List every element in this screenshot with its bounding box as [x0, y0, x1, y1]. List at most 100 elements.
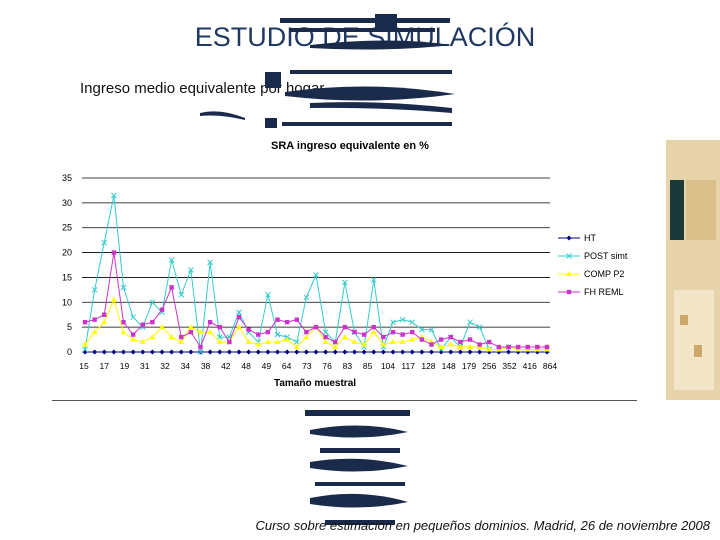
x-tick-label: 42: [221, 361, 231, 371]
data-point: [187, 324, 194, 330]
data-point: [515, 344, 521, 350]
data-point: [216, 334, 223, 340]
footer-text: Curso sobre estimación en pequeños domin…: [255, 518, 710, 533]
data-point: [149, 299, 156, 306]
data-point: [371, 324, 376, 330]
data-point: [429, 342, 434, 347]
data-point: [303, 334, 310, 340]
data-point: [111, 192, 117, 199]
data-point: [236, 309, 242, 316]
data-point: [409, 349, 415, 355]
divider-line: [52, 400, 637, 401]
data-point: [535, 344, 540, 350]
data-point: [178, 339, 185, 345]
y-tick-label: 30: [62, 198, 72, 208]
x-tick-label: 864: [543, 361, 557, 371]
data-point: [410, 329, 415, 335]
data-point: [448, 349, 454, 355]
data-point: [525, 344, 530, 350]
data-point: [342, 279, 348, 286]
x-tick-label: 32: [160, 361, 170, 371]
data-point: [274, 339, 281, 345]
data-point: [178, 291, 185, 298]
decorative-ornament: [200, 14, 455, 128]
data-point: [207, 259, 213, 266]
data-point: [159, 307, 165, 312]
data-point: [351, 339, 358, 345]
data-point: [323, 334, 328, 340]
y-tick-label: 35: [62, 173, 72, 183]
data-point: [140, 349, 146, 355]
data-point: [120, 329, 127, 335]
side-logo-panel: [666, 140, 720, 400]
x-tick-label: 31: [140, 361, 150, 371]
legend-label: FH REML: [584, 287, 624, 297]
legend-label: HT: [584, 233, 596, 243]
data-point: [130, 336, 137, 342]
data-point: [91, 329, 98, 335]
data-point: [438, 344, 445, 350]
data-point: [82, 349, 88, 355]
data-point: [544, 344, 550, 350]
data-point: [216, 339, 223, 345]
data-point: [92, 317, 97, 322]
data-point: [149, 349, 155, 355]
vertical-ornament: [305, 410, 410, 525]
data-point: [256, 332, 261, 337]
x-tick-label: 64: [282, 361, 292, 371]
data-point: [121, 319, 126, 325]
x-tick-label: 48: [241, 361, 251, 371]
data-point: [168, 257, 175, 263]
data-point: [197, 349, 204, 355]
data-point: [198, 344, 203, 350]
data-point: [458, 339, 463, 345]
data-point: [419, 326, 425, 333]
data-point: [390, 349, 396, 355]
data-point: [390, 319, 396, 326]
data-point: [188, 267, 194, 273]
data-point: [275, 317, 280, 322]
data-point: [111, 250, 117, 255]
data-point: [400, 332, 405, 337]
data-point: [294, 349, 300, 355]
x-tick-label: 416: [523, 361, 537, 371]
data-point: [342, 324, 348, 330]
data-point: [333, 339, 338, 345]
data-point: [169, 349, 175, 355]
data-point: [380, 349, 386, 355]
x-tick-label: 34: [181, 361, 191, 371]
data-point: [293, 344, 300, 350]
y-tick-label: 0: [67, 347, 72, 357]
data-point: [303, 349, 309, 355]
data-point: [92, 349, 98, 355]
data-point: [419, 349, 425, 355]
line-chart: 0 5 10 15 20 25 30 35 15 17 19 31 32 34 38 42 48 49 64 73 76…: [62, 173, 628, 371]
y-tick-label: 5: [67, 322, 72, 332]
legend-label: POST simt: [584, 251, 628, 261]
data-point: [467, 337, 473, 342]
data-point: [274, 331, 281, 338]
data-point: [82, 319, 88, 325]
data-point: [188, 349, 194, 355]
data-point: [409, 336, 416, 342]
data-point: [341, 334, 348, 340]
data-point: [477, 349, 483, 355]
data-point: [294, 317, 299, 322]
data-point: [265, 329, 271, 335]
data-point: [323, 349, 329, 355]
data-point: [486, 346, 493, 352]
data-point: [496, 344, 502, 350]
data-point: [149, 334, 156, 340]
y-tick-label: 25: [62, 223, 72, 233]
data-point: [380, 341, 387, 347]
data-point: [390, 329, 396, 335]
data-point: [419, 337, 425, 342]
x-tick-label: 15: [79, 361, 89, 371]
legend-marker: [566, 253, 572, 259]
x-tick-label: 76: [322, 361, 332, 371]
data-point: [236, 315, 242, 320]
legend-marker: [566, 271, 572, 276]
x-tick-label: 148: [442, 361, 456, 371]
data-point: [381, 334, 386, 340]
data-point: [303, 294, 310, 301]
